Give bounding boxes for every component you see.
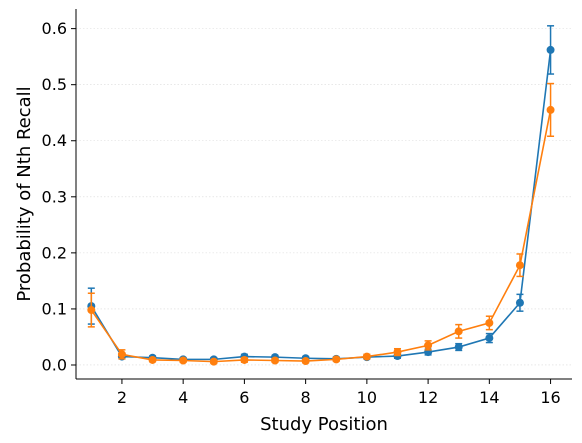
data-point xyxy=(271,356,280,365)
data-point xyxy=(117,350,126,359)
data-point xyxy=(179,356,188,365)
data-point xyxy=(485,318,494,327)
x-tick-label: 6 xyxy=(239,388,249,407)
x-tick-label: 4 xyxy=(178,388,188,407)
series-line xyxy=(90,49,552,361)
y-tick-label: 0.4 xyxy=(42,131,67,150)
data-point xyxy=(485,334,494,343)
data-point xyxy=(148,355,157,364)
data-point xyxy=(332,355,341,364)
data-point xyxy=(240,355,249,364)
x-axis-label: Study Position xyxy=(260,414,388,435)
series-line xyxy=(90,109,552,363)
data-point xyxy=(87,306,96,315)
y-tick-label: 0.2 xyxy=(42,243,67,262)
data-point xyxy=(424,341,433,350)
data-point xyxy=(515,261,524,270)
x-tick-label: 14 xyxy=(479,388,499,407)
data-point xyxy=(515,298,524,307)
data-point xyxy=(454,327,463,336)
x-ticks: 2 4 6 8 10 12 14 16 xyxy=(117,379,561,407)
x-tick-label: 10 xyxy=(357,388,377,407)
y-axis-label: Probability of Nth Recall xyxy=(14,86,35,301)
grid-lines xyxy=(76,28,572,366)
data-point xyxy=(393,348,402,357)
x-tick-label: 2 xyxy=(117,388,127,407)
data-point xyxy=(454,343,463,352)
x-tick-label: 8 xyxy=(301,388,311,407)
data-point xyxy=(546,105,555,114)
x-tick-label: 16 xyxy=(540,388,560,407)
y-tick-label: 0.5 xyxy=(42,75,67,94)
y-tick-label: 0.1 xyxy=(42,299,67,318)
series-layer xyxy=(87,25,555,366)
y-tick-label: 0.3 xyxy=(42,187,67,206)
series-1 xyxy=(87,25,555,364)
y-tick-label: 0.0 xyxy=(42,355,67,374)
series-2 xyxy=(87,82,555,366)
data-point xyxy=(209,357,218,366)
data-point xyxy=(301,357,310,366)
y-tick-label: 0.6 xyxy=(42,19,67,38)
axes xyxy=(75,9,572,380)
y-ticks: 0.0 0.1 0.2 0.3 0.4 0.5 0.6 xyxy=(42,19,76,374)
data-point xyxy=(362,352,371,361)
data-point xyxy=(546,45,555,54)
x-tick-label: 12 xyxy=(418,388,438,407)
